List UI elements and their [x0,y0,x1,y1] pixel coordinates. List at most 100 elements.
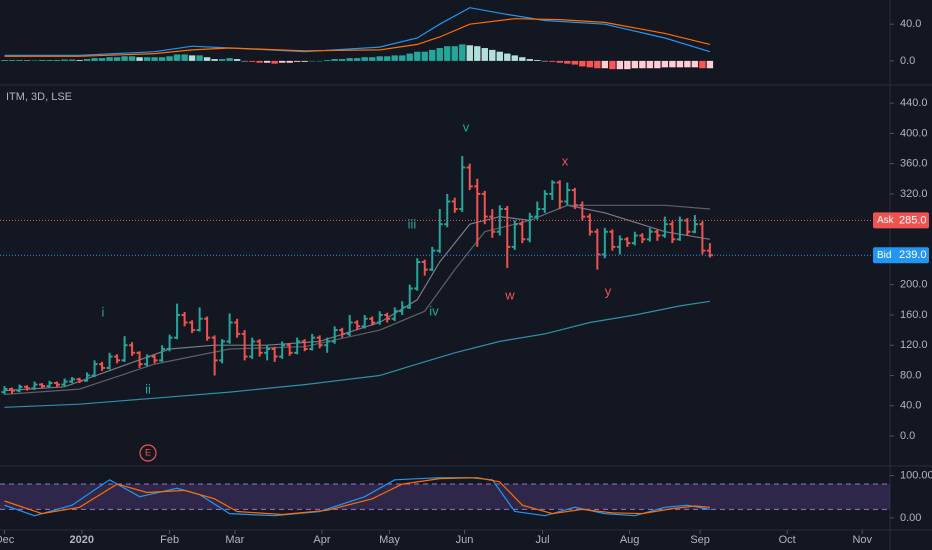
histogram-bar [323,59,331,61]
wave-label: v [463,119,470,134]
histogram-bar [91,58,98,61]
histogram-bar [181,54,188,61]
x-tick-label: Nov [852,534,872,546]
histogram-bar [564,60,571,64]
histogram-bar [61,59,68,61]
histogram-bar [316,60,323,62]
indicator-line [4,204,710,395]
histogram-bar [338,59,346,61]
histogram-bar [83,59,91,61]
x-tick-label: 2020 [70,534,94,546]
histogram-bar [639,60,646,69]
histogram-bar [496,51,503,61]
y-tick-label: 320.0 [900,188,928,200]
histogram-bar [188,55,196,61]
histogram-bar [31,60,38,61]
y-tick-label: 0.0 [900,430,915,442]
indicator-line [4,7,711,56]
y-tick-label: 160.0 [900,309,928,321]
wave-label: w [504,287,515,302]
histogram-bar [121,56,128,61]
y-tick-label: 200.0 [900,279,928,291]
histogram-bar [406,53,413,61]
histogram-bar [549,60,556,62]
histogram-bar [23,60,31,61]
histogram-bar [451,46,458,61]
histogram-bar [489,49,496,61]
histogram-bar [376,56,383,61]
histogram-bar [248,60,256,62]
bid-name: Bid [877,250,891,261]
histogram-bar [361,57,368,61]
indicator-line [4,477,711,517]
histogram-bar [46,59,53,61]
y-tick-label: 400.0 [900,127,928,139]
histogram-bar [421,51,428,61]
histogram-bar [706,60,714,69]
event-marker: E [145,447,151,457]
histogram-bar [16,59,23,61]
stoch-band [0,484,890,510]
histogram-bar [354,58,361,61]
indicator-line [4,18,711,57]
x-tick-label: Apr [313,534,330,546]
histogram-bar [1,59,8,61]
histogram-bar [98,58,106,61]
histogram-bar [684,60,691,68]
wave-label: ii [145,381,151,396]
histogram-bar [676,60,684,68]
y-tick-label: 40.0 [900,400,921,412]
x-tick-label: Dec [0,534,15,546]
histogram-bar [556,60,564,63]
wave-label: i [102,304,105,319]
histogram-bar [481,48,488,61]
histogram-bar [128,56,136,61]
x-tick-label: Jun [456,534,474,546]
histogram-bar [278,60,286,63]
histogram-bar [616,60,624,70]
histogram-bar [669,60,676,68]
histogram-bar [391,55,398,61]
wave-label: iii [408,216,417,231]
histogram-bar [143,57,151,61]
histogram-bar [571,60,579,65]
histogram-bar [218,59,226,61]
histogram-bar [271,60,278,64]
histogram-bar [233,59,241,61]
histogram-bar [691,60,699,68]
histogram-bar [211,59,218,61]
histogram-bar [414,51,421,61]
histogram-bar [609,60,616,70]
histogram-bar [399,55,406,61]
histogram-bar [466,45,473,61]
indicator-line [4,300,710,408]
histogram-bar [534,59,541,61]
histogram-bar [646,60,654,69]
wave-label: x [562,153,569,168]
histogram-bar [158,57,166,61]
histogram-bar [541,60,549,62]
histogram-bar [436,48,443,61]
symbol-title: ITM, 3D, LSE [6,91,72,103]
histogram-bar [53,59,61,61]
event-circle [139,444,157,462]
histogram-bar [526,59,533,61]
histogram-bar [203,57,211,61]
ask-name: Ask [877,215,895,226]
histogram-bar [286,60,293,63]
histogram-bar [579,60,586,67]
histogram-bar [256,60,263,63]
histogram-bar [301,60,308,62]
x-tick-label: Aug [620,534,640,546]
histogram-bar [136,57,143,61]
histogram-bar [293,60,301,62]
ask-price: 285.0 [899,214,927,226]
histogram-bar [511,55,518,61]
histogram-bar [631,60,639,69]
x-tick-label: May [379,534,400,546]
histogram-bar [173,54,181,61]
histogram-bar [369,57,376,61]
wave-label: iv [429,303,439,318]
